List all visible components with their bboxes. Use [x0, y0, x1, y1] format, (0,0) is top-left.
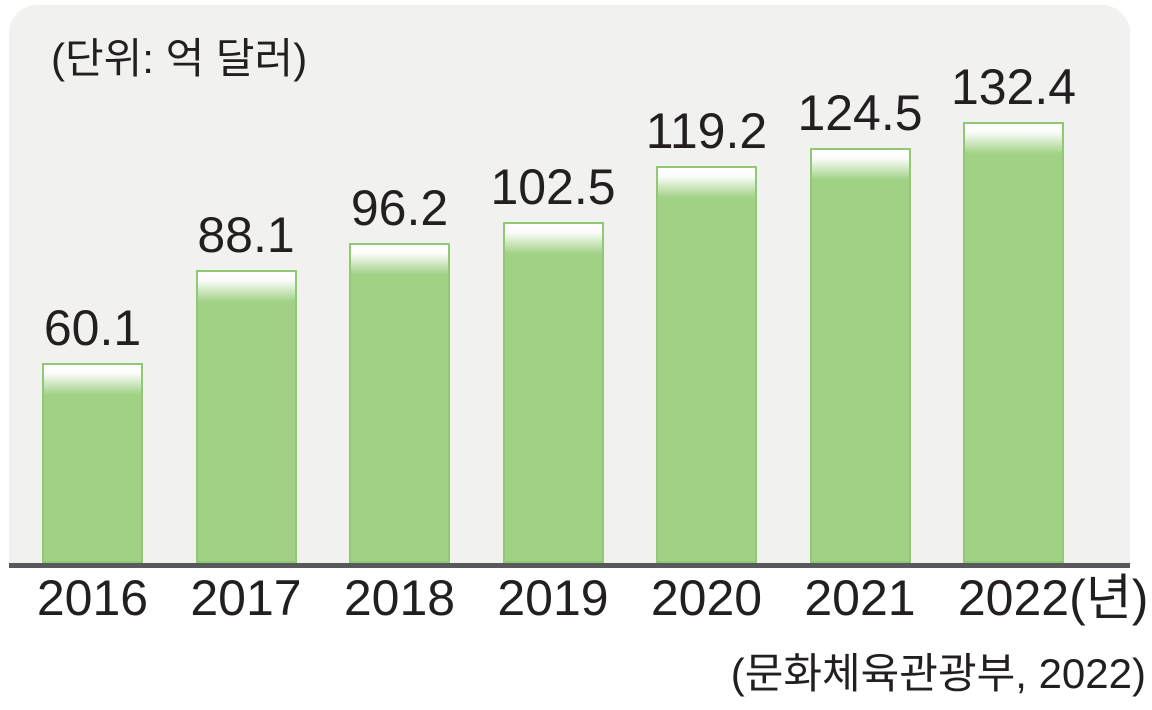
- bar-value-label-2016: 60.1: [43, 300, 142, 356]
- x-axis-unit-suffix: (년): [1069, 570, 1149, 626]
- bar-value-label-2019: 102.5: [490, 159, 616, 215]
- x-axis-tick-2021: 2021: [775, 571, 945, 626]
- x-axis-tick-2019: 2019: [468, 571, 638, 626]
- bar-2016: [42, 363, 143, 563]
- source-citation: (문화체육관광부, 2022): [730, 650, 1146, 697]
- x-axis-tick-label: 2022 (년): [957, 570, 1149, 626]
- x-axis-tick-2020: 2020: [622, 571, 792, 626]
- chart-panel: (단위: 억 달러) 60.1 88.1 96.2 102.5 119.2 124.5 13…: [9, 5, 1130, 568]
- x-axis-tick-label: 2016: [36, 570, 149, 626]
- bar-2019: [502, 222, 604, 563]
- bar-value-label-2017: 88.1: [197, 207, 295, 263]
- bar-value-label-2018: 96.2: [350, 180, 449, 236]
- x-axis-tick-label: 2017: [190, 570, 302, 626]
- x-axis-tick-2018: 2018: [315, 571, 485, 626]
- bar-value-label-2021: 124.5: [797, 85, 923, 141]
- x-axis-tick-2017: 2017: [161, 571, 331, 626]
- bar-2021: [809, 148, 911, 563]
- x-axis-tick-2022: 2022 (년): [929, 570, 1149, 626]
- bar-value-label-2022: 132.4: [950, 59, 1077, 115]
- x-axis-tick-label: 2021: [804, 570, 916, 626]
- x-axis-tick-label: 2018: [343, 570, 456, 626]
- x-axis-tick-label: 2020: [650, 570, 763, 626]
- x-axis-tick-label: 2019: [497, 570, 609, 626]
- bar-2020: [656, 166, 757, 563]
- unit-label: (단위: 억 달러): [51, 35, 308, 82]
- bar-2017: [195, 270, 297, 563]
- bar-value-label-2020: 119.2: [645, 103, 768, 159]
- x-axis-tick-2016: 2016: [8, 571, 178, 626]
- x-axis-line: [9, 563, 1130, 568]
- bar-2018: [349, 243, 450, 563]
- bar-2022: [963, 122, 1064, 563]
